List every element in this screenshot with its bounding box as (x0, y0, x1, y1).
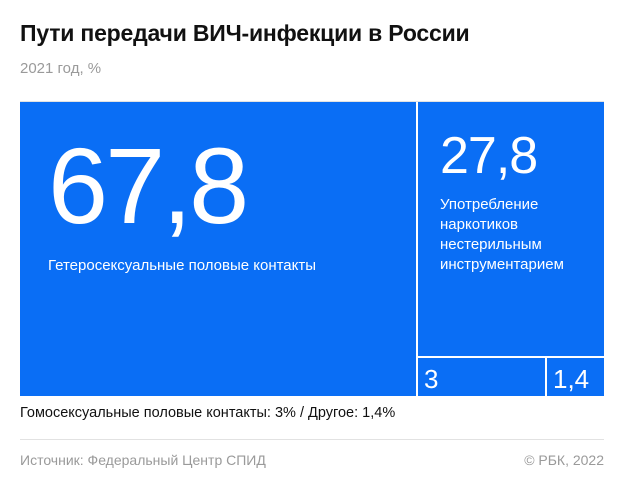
top-divider (20, 101, 604, 102)
copyright-text: © РБК, 2022 (524, 452, 604, 468)
treemap-tile-other: 1,4 (547, 358, 604, 396)
chart-subtitle: 2021 год, % (20, 60, 102, 77)
treemap-tile-drug-use: 27,8 Употребление наркотиков нестерильным… (418, 102, 604, 356)
tile-value-label: 67,8 (48, 125, 249, 246)
source-text: Источник: Федеральный Центр СПИД (20, 452, 266, 468)
treemap-tile-heterosexual: 67,8 Гетеросексуальные половые контакты (20, 102, 416, 396)
bottom-divider (20, 439, 604, 440)
chart-title: Пути передачи ВИЧ-инфекции в России (20, 20, 470, 46)
footnote: Гомосексуальные половые контакты: 3% / Д… (20, 405, 396, 421)
treemap-tile-homosexual: 3 (418, 358, 545, 396)
tile-value-label: 1,4 (553, 364, 590, 394)
tile-value-label: 27,8 (440, 127, 538, 185)
tile-category-label: Гетеросексуальные половые контакты (48, 257, 317, 274)
treemap-chart: 67,8 Гетеросексуальные половые контакты 27… (20, 102, 604, 396)
tile-category-label: Употребление наркотиков нестерильным инс… (440, 196, 564, 273)
tile-value-label: 3 (424, 364, 439, 394)
